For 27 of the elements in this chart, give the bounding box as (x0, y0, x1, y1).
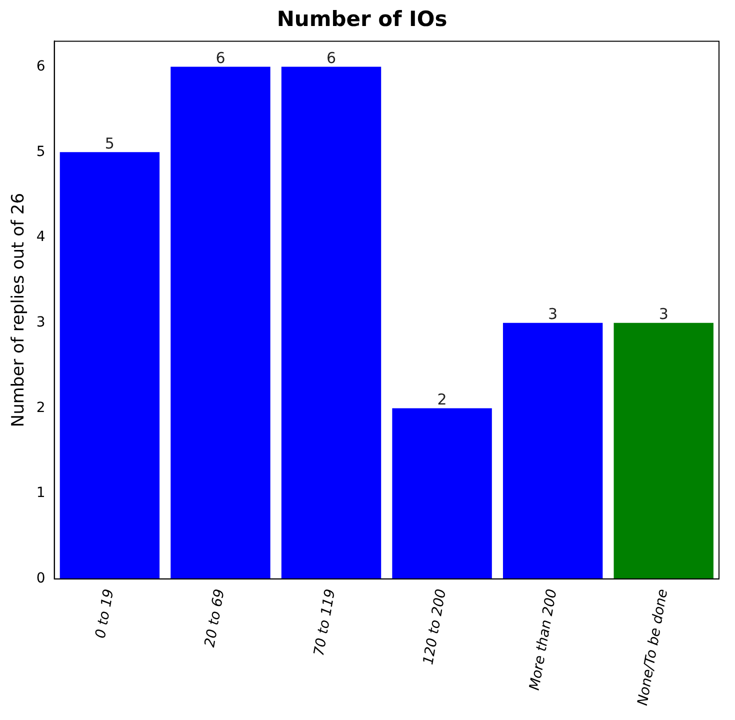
bar (281, 66, 382, 579)
y-tick-label: 5 (36, 144, 46, 160)
bar (170, 66, 270, 579)
bar (392, 408, 492, 579)
bar (502, 322, 603, 579)
y-tick-label: 6 (36, 58, 46, 74)
data-label: 5 (104, 134, 114, 153)
x-tick-label: 0 to 19 (92, 588, 118, 640)
bar (614, 322, 714, 579)
y-tick-label: 3 (36, 314, 46, 330)
y-axis-title: Number of replies out of 26 (8, 192, 29, 428)
x-tick-label: 120 to 200 (420, 588, 450, 666)
x-tick-label: More than 200 (526, 588, 560, 692)
data-label: 6 (216, 49, 226, 68)
x-tick-label: None/To be done (634, 588, 672, 707)
data-label: 3 (658, 305, 668, 324)
data-label: 2 (437, 390, 447, 409)
y-tick-label: 2 (36, 400, 46, 416)
data-label: 6 (326, 49, 336, 68)
x-tick-label: 20 to 69 (202, 588, 228, 648)
y-tick-label: 4 (36, 229, 46, 246)
data-label: 3 (548, 305, 558, 324)
y-tick-label: 1 (36, 485, 46, 502)
x-tick-label: 70 to 119 (311, 588, 339, 658)
chart-title: Number of IOs (276, 7, 448, 32)
y-tick-label: 0 (36, 570, 46, 587)
bar (60, 152, 160, 579)
